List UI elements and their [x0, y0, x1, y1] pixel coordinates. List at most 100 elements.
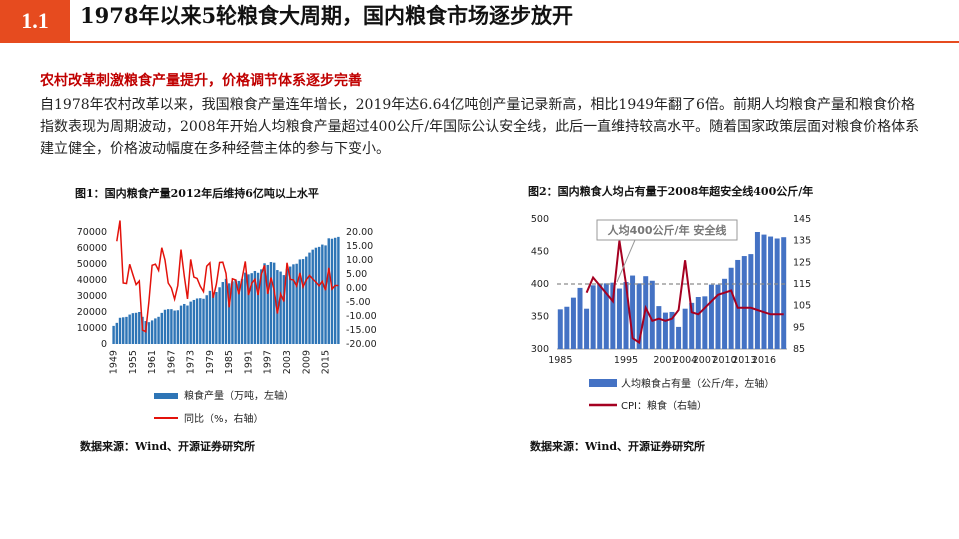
production-bar	[253, 270, 257, 344]
production-bar	[237, 280, 241, 344]
left-tick-label: 10000	[77, 323, 107, 334]
production-bar	[183, 303, 186, 344]
production-bar	[269, 262, 273, 344]
legend-line-label: 同比（%，右轴）	[184, 412, 264, 425]
production-bar	[289, 266, 292, 344]
x-tick-label: 1995	[614, 355, 638, 366]
left-tick-label: 400	[531, 279, 549, 290]
header-divider	[0, 41, 959, 43]
production-bar	[173, 310, 176, 344]
left-tick-label: 350	[531, 312, 549, 323]
production-bar	[314, 247, 318, 344]
right-tick-label: 95	[793, 322, 805, 333]
production-bar	[221, 282, 225, 344]
production-bar	[199, 298, 202, 344]
x-tick-label: 2015	[321, 350, 332, 374]
per-capita-bar	[682, 308, 688, 349]
per-capita-bar	[564, 306, 570, 349]
legend-line-label: CPI：粮食（右轴）	[621, 399, 707, 412]
right-tick-label: 135	[793, 236, 811, 247]
section-subtitle: 农村改革刺激粮食产量提升，价格调节体系逐步完善	[40, 73, 362, 89]
production-bar	[311, 249, 314, 344]
x-tick-label: 2010	[712, 355, 736, 366]
production-bar	[189, 301, 192, 344]
production-bar	[272, 262, 276, 344]
per-capita-bar	[669, 311, 675, 349]
left-tick-label: 40000	[77, 275, 107, 286]
production-bar	[250, 273, 253, 344]
per-capita-bar	[689, 302, 695, 349]
figure2-source: 数据来源：Wind、开源证券研究所	[530, 440, 706, 453]
production-bar	[317, 246, 321, 344]
x-tick-label: 1985	[548, 355, 572, 366]
per-capita-bar	[728, 267, 734, 349]
per-capita-bar	[577, 287, 583, 349]
production-bar	[266, 264, 269, 344]
x-tick-label: 1985	[224, 350, 235, 374]
production-bar	[240, 278, 244, 344]
x-tick-label: 1997	[263, 350, 274, 374]
x-tick-label: 1961	[147, 350, 158, 374]
production-bar	[321, 244, 324, 344]
production-bar	[256, 272, 260, 344]
production-bar	[176, 310, 180, 344]
per-capita-bar	[676, 326, 682, 349]
body-paragraph: 自1978年农村改革以来，我国粮食产量连年增长，2019年达6.64亿吨创产量记…	[40, 97, 920, 157]
right-tick-label: 85	[793, 344, 805, 355]
left-tick-label: 500	[531, 214, 549, 225]
production-bar	[276, 270, 279, 344]
legend-bar-swatch	[154, 393, 178, 399]
left-tick-label: 0	[101, 339, 107, 350]
right-tick-label: 20.00	[346, 227, 373, 238]
x-tick-label: 2004	[673, 355, 697, 366]
per-capita-bar	[754, 232, 760, 349]
figure1-source: 数据来源：Wind、开源证券研究所	[80, 440, 256, 453]
per-capita-bar	[722, 278, 728, 349]
production-bar	[131, 313, 135, 344]
right-tick-label: -10.00	[346, 311, 377, 322]
x-tick-label: 2003	[282, 350, 293, 374]
production-bar	[170, 309, 173, 344]
per-capita-bar	[623, 282, 629, 349]
right-tick-label: 5.00	[346, 269, 367, 280]
production-bar	[215, 291, 218, 344]
per-capita-bar	[662, 312, 668, 349]
right-tick-label: 115	[793, 279, 811, 290]
production-bar	[128, 314, 131, 344]
per-capita-bar	[570, 297, 576, 349]
per-capita-bar	[603, 283, 609, 349]
per-capita-bar	[735, 259, 741, 349]
per-capita-bar	[748, 254, 754, 349]
x-tick-label: 1991	[243, 350, 254, 374]
right-tick-label: 0.00	[346, 283, 367, 294]
right-tick-label: -15.00	[346, 325, 377, 336]
header-bar: 1.1 1978年以来5轮粮食大周期，国内粮食市场逐步放开	[0, 0, 959, 43]
production-bar	[227, 283, 231, 344]
per-capita-bar	[590, 285, 596, 349]
production-bar	[195, 298, 199, 344]
production-bar	[160, 312, 163, 344]
production-bar	[205, 295, 208, 344]
production-bar	[134, 312, 138, 344]
production-bar	[244, 272, 247, 344]
figure2-chart: 人均400公斤/年 安全线 500 450 400 350 300 145 135 125 115…	[531, 214, 811, 412]
production-bar	[263, 263, 266, 344]
per-capita-bar	[715, 284, 721, 349]
production-bar	[192, 299, 196, 344]
production-bar	[327, 238, 330, 344]
production-bar	[247, 274, 250, 344]
per-capita-bar	[616, 288, 622, 349]
production-bar	[211, 292, 215, 344]
per-capita-bar	[768, 236, 774, 349]
production-bar	[208, 290, 212, 344]
per-capita-bar	[584, 308, 590, 349]
per-capita-bar	[656, 306, 662, 349]
production-bar	[337, 236, 340, 344]
per-capita-bar	[610, 282, 616, 349]
production-bar	[112, 325, 115, 344]
x-tick-label: 1955	[128, 350, 139, 374]
per-capita-bar	[781, 237, 787, 349]
left-tick-label: 70000	[77, 227, 107, 238]
left-tick-label: 30000	[77, 291, 107, 302]
production-bar	[147, 322, 151, 344]
